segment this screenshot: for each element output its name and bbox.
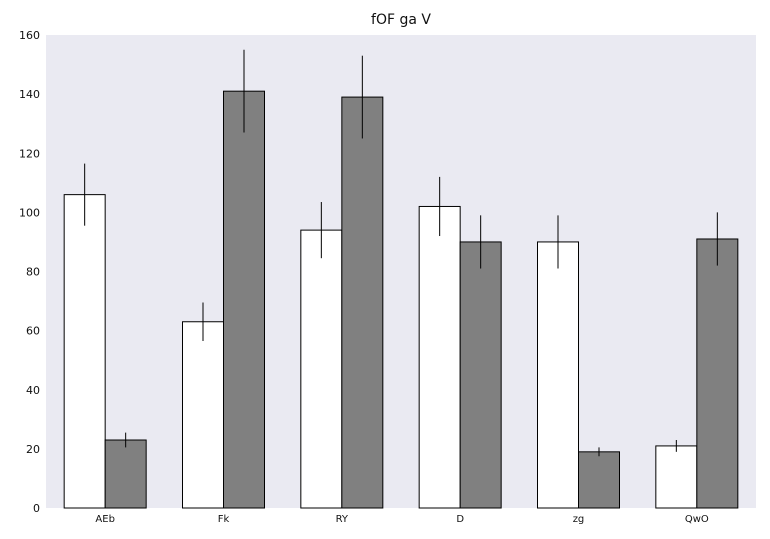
plot-area: [46, 35, 756, 508]
bar: [696, 238, 739, 509]
y-axis: 0 20 40 60 80 100 120 140 160: [19, 29, 40, 515]
y-tick-label: 160: [19, 29, 40, 42]
x-tick-label: D: [456, 514, 464, 525]
x-tick-label: QwO: [685, 514, 709, 525]
y-tick-label: 0: [33, 502, 40, 515]
x-tick-label: RY: [336, 514, 349, 525]
bar: [63, 194, 106, 509]
y-tick-label: 40: [26, 384, 40, 397]
y-tick-label: 80: [26, 266, 40, 279]
bar: [300, 229, 343, 509]
y-tick-label: 100: [19, 206, 40, 219]
bar: [578, 451, 620, 509]
bar: [104, 439, 147, 509]
error-bars: [84, 49, 718, 457]
y-tick-label: 60: [26, 325, 40, 338]
bar: [223, 90, 265, 509]
x-tick-label: AEb: [95, 514, 115, 525]
y-tick-label: 20: [26, 443, 40, 456]
bar: [418, 205, 461, 509]
bar: [182, 321, 224, 509]
x-tick-label: Fk: [218, 514, 230, 525]
bar: [655, 445, 698, 509]
bar: [537, 241, 579, 509]
y-tick-label: 140: [19, 88, 40, 101]
x-tick-label: zg: [573, 514, 585, 525]
y-tick-label: 120: [19, 147, 40, 160]
bar: [459, 241, 502, 509]
bars: [63, 90, 739, 509]
chart-title: fOF ga V: [371, 12, 431, 28]
bar: [341, 96, 384, 509]
